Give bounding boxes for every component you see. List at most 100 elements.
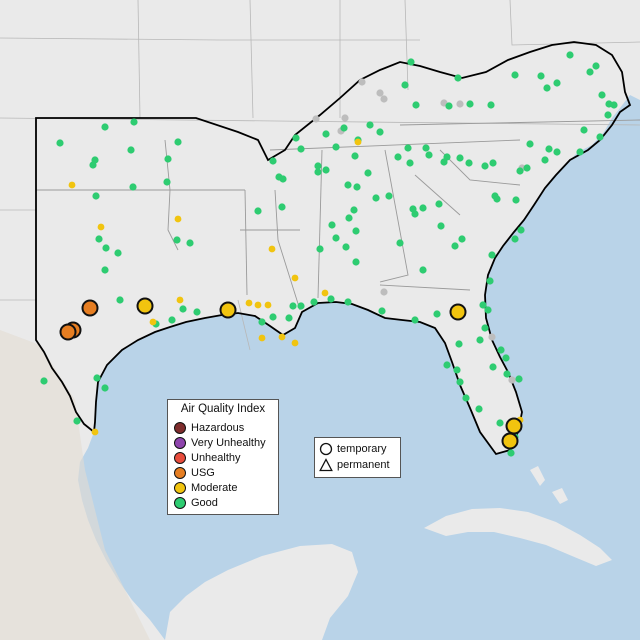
good-monitor[interactable] xyxy=(351,152,359,160)
moderate-monitor[interactable] xyxy=(354,138,362,146)
good-monitor[interactable] xyxy=(523,164,531,172)
good-monitor[interactable] xyxy=(409,205,417,213)
good-monitor[interactable] xyxy=(484,306,492,314)
good-monitor[interactable] xyxy=(476,336,484,344)
good-monitor[interactable] xyxy=(455,340,463,348)
good-monitor[interactable] xyxy=(297,302,305,310)
good-monitor[interactable] xyxy=(466,100,474,108)
good-monitor[interactable] xyxy=(102,244,110,252)
good-monitor[interactable] xyxy=(292,134,300,142)
good-monitor[interactable] xyxy=(456,378,464,386)
good-monitor[interactable] xyxy=(285,314,293,322)
good-monitor[interactable] xyxy=(580,126,588,134)
moderate-monitor[interactable] xyxy=(91,428,99,436)
temporary-moderate-monitor[interactable] xyxy=(219,301,237,319)
good-monitor[interactable] xyxy=(332,234,340,242)
good-monitor[interactable] xyxy=(443,361,451,369)
no-data-monitor[interactable] xyxy=(380,95,388,103)
moderate-monitor[interactable] xyxy=(68,181,76,189)
good-monitor[interactable] xyxy=(93,374,101,382)
good-monitor[interactable] xyxy=(487,101,495,109)
moderate-monitor[interactable] xyxy=(258,334,266,342)
good-monitor[interactable] xyxy=(92,192,100,200)
good-monitor[interactable] xyxy=(503,370,511,378)
good-monitor[interactable] xyxy=(511,71,519,79)
good-monitor[interactable] xyxy=(516,167,524,175)
good-monitor[interactable] xyxy=(489,363,497,371)
no-data-monitor[interactable] xyxy=(358,78,366,86)
moderate-monitor[interactable] xyxy=(321,289,329,297)
good-monitor[interactable] xyxy=(168,316,176,324)
good-monitor[interactable] xyxy=(193,308,201,316)
good-monitor[interactable] xyxy=(327,295,335,303)
good-monitor[interactable] xyxy=(129,183,137,191)
good-monitor[interactable] xyxy=(345,214,353,222)
good-monitor[interactable] xyxy=(340,124,348,132)
good-monitor[interactable] xyxy=(475,405,483,413)
good-monitor[interactable] xyxy=(456,154,464,162)
temporary-usg-monitor[interactable] xyxy=(59,323,77,341)
good-monitor[interactable] xyxy=(566,51,574,59)
good-monitor[interactable] xyxy=(451,242,459,250)
good-monitor[interactable] xyxy=(454,74,462,82)
good-monitor[interactable] xyxy=(553,79,561,87)
no-data-monitor[interactable] xyxy=(488,333,496,341)
temporary-moderate-monitor[interactable] xyxy=(449,303,467,321)
good-monitor[interactable] xyxy=(174,138,182,146)
good-monitor[interactable] xyxy=(422,144,430,152)
good-monitor[interactable] xyxy=(344,181,352,189)
moderate-monitor[interactable] xyxy=(278,333,286,341)
good-monitor[interactable] xyxy=(437,222,445,230)
good-monitor[interactable] xyxy=(316,245,324,253)
good-monitor[interactable] xyxy=(517,226,525,234)
good-monitor[interactable] xyxy=(462,394,470,402)
good-monitor[interactable] xyxy=(95,235,103,243)
good-monitor[interactable] xyxy=(406,159,414,167)
good-monitor[interactable] xyxy=(186,239,194,247)
good-monitor[interactable] xyxy=(396,239,404,247)
moderate-monitor[interactable] xyxy=(291,274,299,282)
good-monitor[interactable] xyxy=(443,153,451,161)
good-monitor[interactable] xyxy=(481,324,489,332)
good-monitor[interactable] xyxy=(507,449,515,457)
no-data-monitor[interactable] xyxy=(341,114,349,122)
good-monitor[interactable] xyxy=(164,155,172,163)
temporary-moderate-monitor[interactable] xyxy=(136,297,154,315)
good-monitor[interactable] xyxy=(453,366,461,374)
moderate-monitor[interactable] xyxy=(291,339,299,347)
good-monitor[interactable] xyxy=(537,72,545,80)
good-monitor[interactable] xyxy=(502,354,510,362)
good-monitor[interactable] xyxy=(385,192,393,200)
good-monitor[interactable] xyxy=(610,101,618,109)
good-monitor[interactable] xyxy=(433,310,441,318)
good-monitor[interactable] xyxy=(101,384,109,392)
good-monitor[interactable] xyxy=(364,169,372,177)
good-monitor[interactable] xyxy=(40,377,48,385)
good-monitor[interactable] xyxy=(512,196,520,204)
moderate-monitor[interactable] xyxy=(97,223,105,231)
good-monitor[interactable] xyxy=(322,166,330,174)
no-data-monitor[interactable] xyxy=(380,288,388,296)
good-monitor[interactable] xyxy=(254,207,262,215)
good-monitor[interactable] xyxy=(297,145,305,153)
good-monitor[interactable] xyxy=(89,161,97,169)
good-monitor[interactable] xyxy=(372,194,380,202)
moderate-monitor[interactable] xyxy=(264,301,272,309)
good-monitor[interactable] xyxy=(497,346,505,354)
good-monitor[interactable] xyxy=(541,156,549,164)
good-monitor[interactable] xyxy=(425,151,433,159)
good-monitor[interactable] xyxy=(458,235,466,243)
good-monitor[interactable] xyxy=(378,307,386,315)
good-monitor[interactable] xyxy=(163,178,171,186)
temporary-moderate-monitor[interactable] xyxy=(501,432,519,450)
good-monitor[interactable] xyxy=(56,139,64,147)
good-monitor[interactable] xyxy=(404,144,412,152)
good-monitor[interactable] xyxy=(130,118,138,126)
good-monitor[interactable] xyxy=(114,249,122,257)
good-monitor[interactable] xyxy=(465,159,473,167)
no-data-monitor[interactable] xyxy=(312,115,320,123)
good-monitor[interactable] xyxy=(604,111,612,119)
good-monitor[interactable] xyxy=(576,148,584,156)
good-monitor[interactable] xyxy=(328,221,336,229)
